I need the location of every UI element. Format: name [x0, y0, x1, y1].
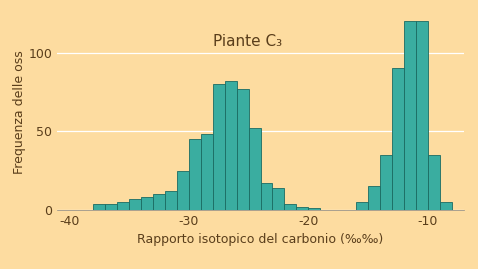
Bar — [129, 199, 141, 210]
Bar — [165, 191, 177, 210]
Bar — [404, 21, 416, 210]
Bar — [416, 21, 428, 210]
Bar — [356, 202, 368, 210]
X-axis label: Rapporto isotopico del carbonio (‰‰): Rapporto isotopico del carbonio (‰‰) — [137, 233, 384, 246]
Bar — [380, 155, 392, 210]
Bar — [177, 171, 189, 210]
Bar — [201, 134, 213, 210]
Bar — [141, 197, 153, 210]
Bar — [261, 183, 272, 210]
Bar — [237, 89, 249, 210]
Bar — [272, 188, 284, 210]
Bar — [189, 139, 201, 210]
Bar — [93, 204, 105, 210]
Bar — [440, 202, 452, 210]
Bar — [213, 84, 225, 210]
Bar — [249, 128, 261, 210]
Bar — [284, 204, 296, 210]
Bar — [308, 208, 320, 210]
Bar — [105, 204, 117, 210]
Bar — [428, 155, 440, 210]
Bar — [153, 194, 165, 210]
Text: Piante C₃: Piante C₃ — [213, 34, 282, 49]
Bar — [392, 68, 404, 210]
Bar — [117, 202, 129, 210]
Bar — [296, 207, 308, 210]
Bar — [225, 81, 237, 210]
Y-axis label: Frequenza delle oss: Frequenza delle oss — [13, 50, 26, 174]
Bar — [368, 186, 380, 210]
